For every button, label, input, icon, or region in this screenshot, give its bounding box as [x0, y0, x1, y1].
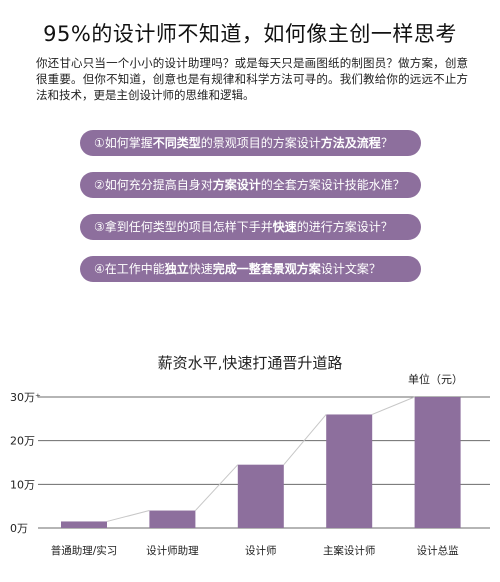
question-pill-3: ③拿到任何类型的项目怎样下手并快速的进行方案设计？	[80, 214, 421, 240]
question-pill-1: ①如何掌握不同类型的景观项目的方案设计方法及流程？	[80, 130, 421, 156]
question-1-segment: 不同类型	[152, 136, 201, 150]
bar	[149, 510, 196, 528]
headline: 95%的设计师不知道，如何像主创一样思考	[43, 22, 457, 46]
y-tick-label: 20万	[10, 435, 35, 448]
y-tick-label: 30万⁺	[10, 391, 41, 404]
connector-line	[283, 414, 327, 466]
question-4-segment: 设计文案？	[320, 262, 381, 276]
unit-label: 单位（元）	[408, 373, 463, 386]
salary-bar-chart: 0万 10万 20万 30万⁺ 普通助理/实习 设计师助理 设计师 主案设计师 设计总监	[10, 391, 490, 557]
question-3-segment: 快速	[272, 220, 297, 234]
question-1-segment: ①如何掌握	[94, 136, 153, 150]
category-label: 设计师助理	[146, 544, 199, 557]
question-1-segment: 的景观项目的方案设计	[200, 136, 321, 150]
bar	[237, 464, 284, 528]
category-label: 设计师	[245, 544, 277, 557]
category-label: 普通助理/实习	[51, 544, 118, 557]
question-3-segment: 的进行方案设计？	[296, 220, 393, 234]
question-pill-2: ②如何充分提高自身对方案设计的全套方案设计技能水准？	[80, 172, 421, 198]
bar	[414, 397, 461, 528]
question-4-segment: 快速	[188, 262, 213, 276]
question-1-segment: 方法及流程	[320, 136, 381, 150]
chart-title: 薪资水平,快速打通晋升道路	[157, 354, 343, 372]
connector-line	[195, 464, 239, 511]
question-2-segment: ②如何充分提高自身对	[94, 178, 213, 192]
question-4-segment: ④在工作中能	[94, 262, 165, 276]
category-label: 设计总监	[417, 544, 459, 557]
intro-paragraph: 你还甘心只当一个小小的设计助理吗？或是每天只是画图纸的制图员？做方案，创意很重要…	[36, 56, 468, 102]
bar	[326, 414, 373, 528]
connector-line	[372, 396, 415, 415]
question-4-segment: 完成一整套景观方案	[212, 262, 321, 276]
connector-line	[106, 510, 150, 522]
question-list: ①如何掌握不同类型的景观项目的方案设计方法及流程？ ②如何充分提高自身对方案设计…	[80, 130, 421, 298]
bar	[61, 521, 107, 528]
question-2-segment: 的全套方案设计技能水准？	[260, 178, 405, 192]
question-1-segment: ？	[380, 136, 393, 150]
question-3-segment: ③拿到任何类型的项目怎样下手并	[94, 220, 273, 234]
y-tick-label: 10万	[10, 478, 35, 491]
y-tick-label: 0万	[10, 522, 28, 535]
question-2-segment: 方案设计	[212, 178, 261, 192]
category-label: 主案设计师	[323, 544, 376, 557]
question-pill-4: ④在工作中能独立快速完成一整套景观方案设计文案？	[80, 256, 421, 282]
question-4-segment: 独立	[164, 262, 189, 276]
